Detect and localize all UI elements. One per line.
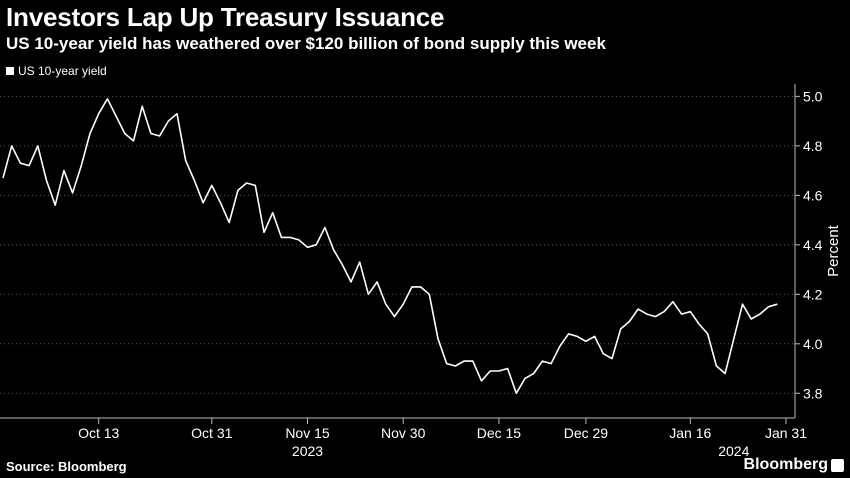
legend: US 10-year yield [6,64,107,78]
y-tick-label: 4.2 [803,286,823,302]
y-tick-label: 5.0 [803,88,823,104]
legend-label: US 10-year yield [18,64,107,78]
year-label: 2023 [292,443,323,459]
y-tick-label: 4.8 [803,138,823,154]
x-tick-label: Dec 15 [477,425,522,441]
x-tick-label: Dec 29 [564,425,609,441]
x-tick-label: Oct 13 [78,425,119,441]
chart-subtitle: US 10-year yield has weathered over $120… [6,34,606,53]
x-tick-label: Jan 16 [669,425,711,441]
legend-swatch [6,67,14,75]
chart-title: Investors Lap Up Treasury Issuance [6,2,445,32]
series-line [2,98,778,395]
bloomberg-mark-icon [831,459,844,472]
x-tick-label: Oct 31 [191,425,232,441]
source-note: Source: Bloomberg [6,459,127,474]
x-tick-label: Jan 31 [765,425,807,441]
y-axis-label: Percent [825,224,842,277]
x-tick-label: Nov 30 [381,425,426,441]
bloomberg-logo: Bloomberg [743,456,828,473]
year-label: 2024 [718,443,749,459]
y-tick-label: 4.4 [803,237,823,253]
y-tick-label: 4.0 [803,336,823,352]
x-tick-label: Nov 15 [285,425,330,441]
y-tick-label: 3.8 [803,385,823,401]
y-tick-label: 4.6 [803,187,823,203]
